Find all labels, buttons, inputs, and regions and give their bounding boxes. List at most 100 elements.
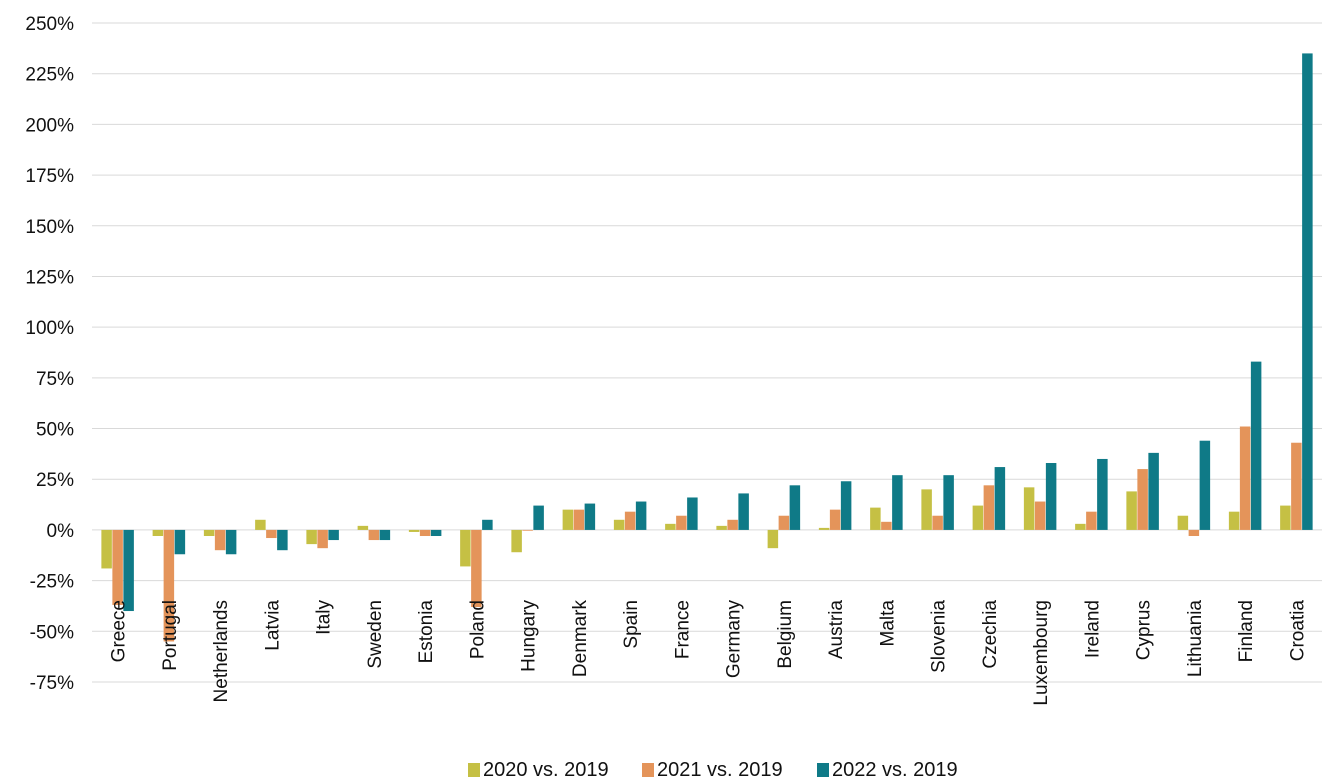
- x-tick-label: Netherlands: [211, 600, 232, 702]
- legend-swatch-2: [642, 763, 654, 777]
- bar-1-luxembourg: [1023, 487, 1035, 530]
- bar-1-czechia: [972, 505, 984, 530]
- bar-2-spain: [624, 511, 636, 530]
- legend-swatch-1: [468, 763, 480, 777]
- bar-1-germany: [716, 525, 727, 530]
- x-tick-label: Ireland: [1082, 600, 1103, 658]
- bar-2-sweden: [368, 529, 380, 541]
- y-tick-label: 25%: [36, 470, 74, 491]
- bar-2-hungary: [522, 529, 533, 531]
- bar-2-germany: [727, 519, 738, 530]
- bar-3-lithuania: [1199, 440, 1211, 530]
- y-tick-label: 250%: [25, 14, 74, 35]
- bar-1-spain: [613, 519, 625, 530]
- bar-2-czechia: [983, 485, 995, 530]
- bar-2-poland: [471, 529, 482, 607]
- bar-1-italy: [306, 529, 317, 545]
- bar-2-lithuania: [1188, 529, 1200, 537]
- y-axis-ticks: 250% 225% 200% 175% 150% 125% 100% 75% 50% 25% 0% -…: [25, 14, 74, 694]
- bar-1-ireland: [1075, 523, 1086, 530]
- bar-2-latvia: [266, 529, 277, 539]
- bar-1-denmark: [562, 509, 574, 530]
- bar-2-estonia: [419, 529, 431, 537]
- bar-2-belgium: [778, 515, 790, 530]
- bar-3-czechia: [994, 467, 1006, 530]
- bar-2-finland: [1239, 426, 1251, 530]
- bar-1-poland: [460, 529, 471, 567]
- x-tick-label: Latvia: [262, 600, 283, 651]
- bar-3-portugal: [174, 529, 186, 555]
- bar-2-croatia: [1291, 442, 1302, 530]
- bar-1-portugal: [152, 529, 164, 537]
- legend: 2020 vs. 2019 2021 vs. 2019 2022 vs. 2019: [468, 759, 958, 781]
- bar-3-finland: [1250, 361, 1262, 530]
- y-tick-label: -25%: [30, 572, 74, 593]
- bar-2-ireland: [1086, 511, 1097, 530]
- bar-2-malta: [881, 521, 892, 530]
- bar-2-netherlands: [214, 529, 226, 551]
- y-tick-label: -75%: [30, 673, 74, 694]
- y-tick-label: -50%: [30, 622, 74, 643]
- bar-3-luxembourg: [1045, 463, 1057, 530]
- x-axis-ticks: Greece Portugal Netherlands Latvia Italy Swed…: [109, 600, 1309, 706]
- bar-3-poland: [482, 519, 493, 530]
- x-tick-label: Austria: [826, 600, 847, 660]
- x-tick-label: Lithuania: [1185, 600, 1206, 678]
- legend-swatch-3: [817, 763, 829, 777]
- bar-2-denmark: [573, 509, 585, 530]
- y-tick-label: 200%: [25, 115, 74, 136]
- bar-1-cyprus: [1126, 491, 1137, 530]
- bar-1-croatia: [1280, 505, 1291, 530]
- bar-2-italy: [317, 529, 328, 549]
- bar-2-portugal: [163, 529, 175, 642]
- bar-2-greece: [112, 529, 123, 605]
- x-tick-label: Poland: [467, 600, 488, 659]
- bar-1-france: [665, 523, 676, 530]
- bar-1-finland: [1228, 511, 1240, 530]
- bar-2-luxembourg: [1034, 501, 1046, 530]
- x-tick-label: Denmark: [570, 600, 591, 678]
- bar-3-spain: [635, 501, 647, 530]
- bar-1-latvia: [255, 519, 266, 530]
- bar-1-sweden: [357, 525, 369, 530]
- bar-3-germany: [738, 493, 749, 530]
- x-tick-label: Italy: [314, 600, 335, 635]
- x-tick-label: Croatia: [1287, 600, 1308, 662]
- bar-3-france: [687, 497, 698, 530]
- bar-3-slovenia: [943, 475, 954, 530]
- x-tick-label: Malta: [877, 600, 898, 647]
- bar-3-malta: [892, 475, 903, 530]
- bar-3-hungary: [533, 505, 544, 530]
- y-tick-label: 0%: [47, 521, 75, 542]
- bar-3-netherlands: [225, 529, 237, 555]
- bar-2-france: [676, 515, 687, 530]
- bar-1-hungary: [511, 529, 522, 553]
- bar-3-sweden: [379, 529, 391, 541]
- legend-label-3: 2022 vs. 2019: [832, 759, 958, 781]
- bar-3-denmark: [584, 503, 596, 530]
- x-tick-label: Portugal: [160, 600, 181, 671]
- y-tick-label: 75%: [36, 369, 74, 390]
- bar-1-estonia: [408, 529, 420, 532]
- x-tick-label: Hungary: [519, 600, 540, 672]
- bar-1-malta: [870, 507, 881, 530]
- bar-3-croatia: [1302, 53, 1313, 530]
- bar-3-latvia: [277, 529, 288, 551]
- bar-3-cyprus: [1148, 452, 1159, 530]
- bar-2-slovenia: [932, 515, 943, 530]
- x-tick-label: Slovenia: [929, 600, 950, 673]
- legend-label-1: 2020 vs. 2019: [483, 759, 609, 781]
- x-tick-label: Germany: [724, 600, 745, 679]
- y-tick-label: 175%: [25, 166, 74, 187]
- x-tick-label: Czechia: [980, 600, 1001, 669]
- x-tick-label: Estonia: [416, 600, 437, 664]
- bar-1-belgium: [767, 529, 779, 549]
- bar-2-cyprus: [1137, 469, 1148, 530]
- bar-3-belgium: [789, 485, 801, 530]
- legend-label-2: 2021 vs. 2019: [657, 759, 783, 781]
- x-tick-label: Finland: [1236, 600, 1257, 662]
- x-tick-label: Luxembourg: [1031, 600, 1052, 706]
- x-tick-label: Sweden: [365, 600, 386, 669]
- bar-1-greece: [101, 529, 112, 569]
